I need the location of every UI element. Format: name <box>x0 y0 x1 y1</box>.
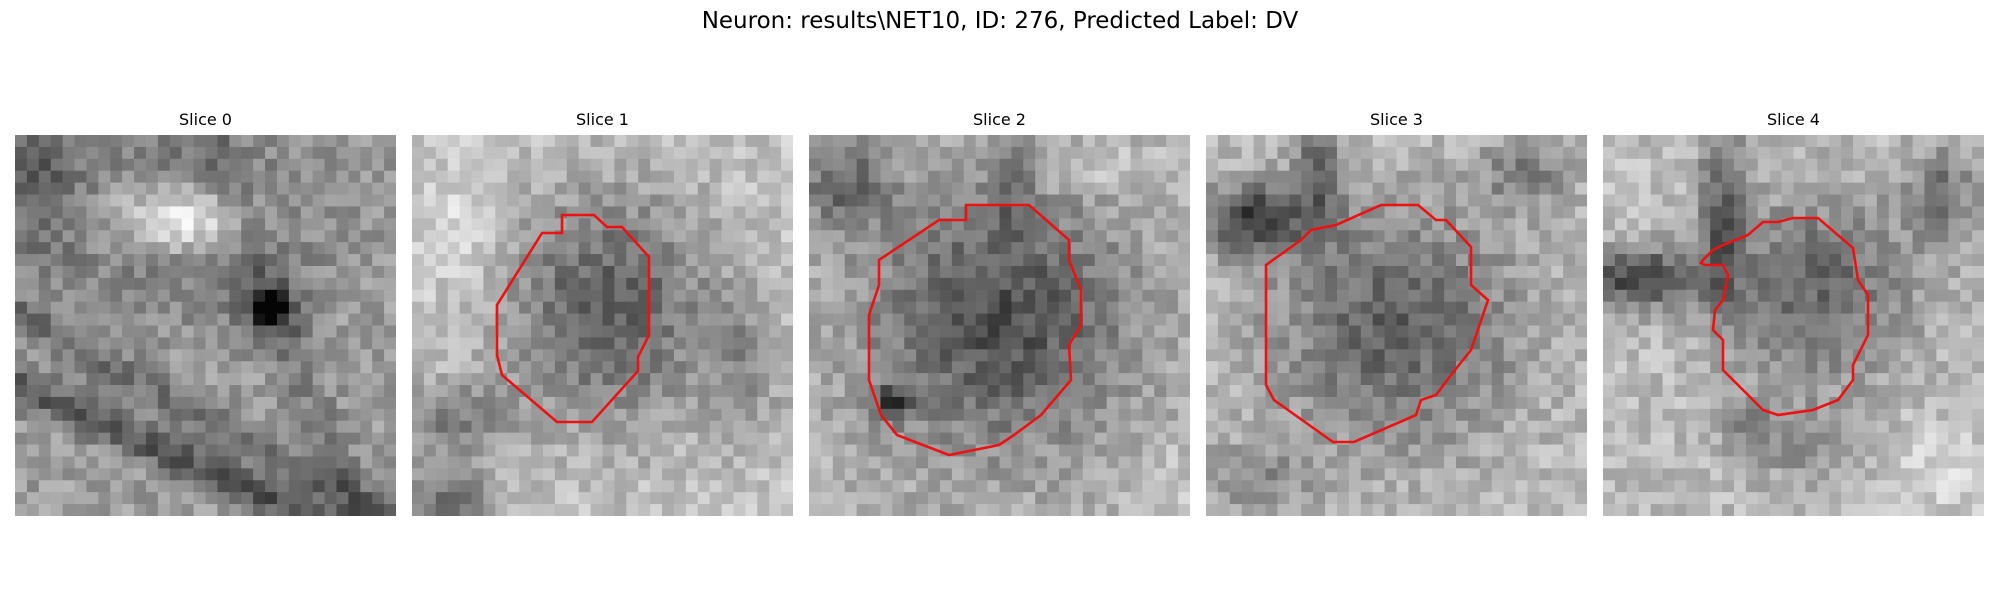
contour-outline-slice-3 <box>1264 203 1490 444</box>
contour-outline-slice-1 <box>495 213 651 424</box>
slice-image-3-svg <box>1206 135 1587 516</box>
figure-title: Neuron: results\NET10, ID: 276, Predicte… <box>701 8 1299 34</box>
slice-image-2-svg <box>809 135 1190 516</box>
contour-outline-slice-2 <box>867 203 1083 457</box>
slice-image-0-svg <box>15 135 396 516</box>
slice-image-1-svg <box>412 135 793 516</box>
slice-image-4 <box>1603 135 1984 516</box>
slice-image-1 <box>412 135 793 516</box>
panel-title-slice-0: Slice 0 <box>179 110 232 129</box>
panel-title-slice-4: Slice 4 <box>1767 110 1820 129</box>
panel-title-slice-2: Slice 2 <box>973 110 1026 129</box>
slice-image-2 <box>809 135 1190 516</box>
panel-title-slice-1: Slice 1 <box>576 110 629 129</box>
slice-image-0 <box>15 135 396 516</box>
panel-title-slice-3: Slice 3 <box>1370 110 1423 129</box>
slice-image-4-svg <box>1603 135 1984 516</box>
contour-outline-slice-4 <box>1699 216 1870 417</box>
slice-image-3 <box>1206 135 1587 516</box>
